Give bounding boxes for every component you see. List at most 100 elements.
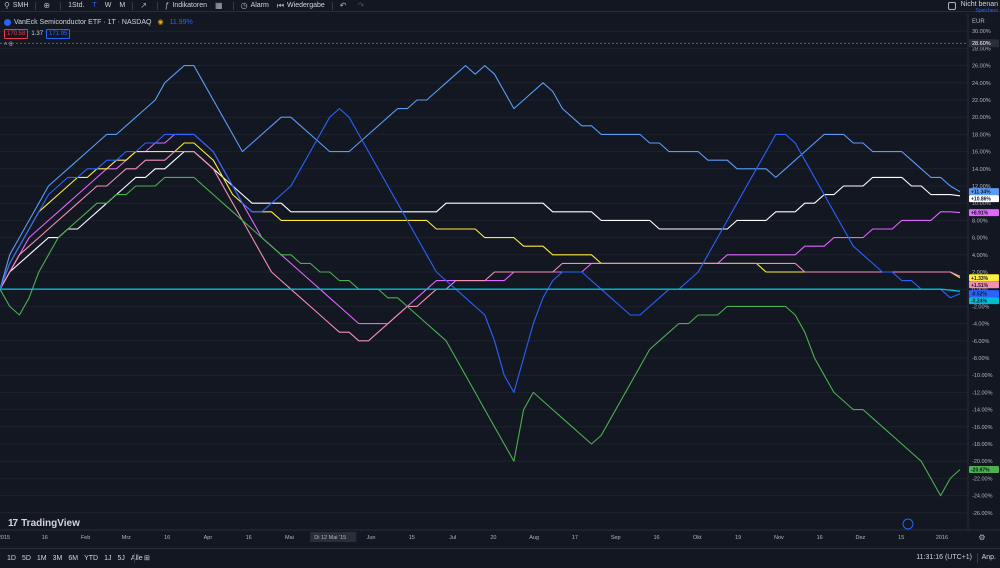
y-tick-label: -26.00% — [972, 511, 993, 517]
layout-icon[interactable] — [948, 2, 956, 10]
series-value-tag — [969, 290, 999, 298]
chart-type-button[interactable]: ↗ — [136, 0, 154, 12]
x-tick-label: 2015 — [0, 535, 10, 541]
range-button[interactable]: Alle — [130, 555, 143, 562]
series-value-label: +10.86% — [971, 197, 991, 203]
y-tick-label: 16.00% — [972, 150, 991, 156]
price-chart[interactable]: EUR 30.00% 28.00% 26.00% 24.00% 22.00% 20.00% 1… — [0, 14, 1000, 546]
y-tick-label: -24.00% — [972, 494, 993, 500]
interval-day[interactable]: T — [88, 0, 100, 12]
x-tick-label: Mrz — [122, 535, 131, 541]
indicator-toggle[interactable]: ˄ 8 — [4, 42, 193, 48]
date-range-icon[interactable]: ⊞ — [144, 555, 150, 562]
currency-label: EUR — [972, 19, 985, 25]
eye-icon[interactable]: ◉ — [157, 19, 164, 26]
indicators-label: Indikatoren — [172, 2, 208, 9]
settings-icon: ⚙ — [978, 533, 985, 542]
interval-month[interactable]: M — [115, 0, 129, 12]
x-tick-label: Jul — [449, 535, 456, 541]
interval-day-label: T — [92, 2, 97, 9]
x-tick-label: 19 — [735, 535, 741, 541]
y-tick-label: -2.00% — [972, 304, 990, 310]
x-tick-label: Nov — [774, 535, 784, 541]
range-button[interactable]: 1M — [36, 555, 47, 562]
x-tick-label: Jun — [367, 535, 376, 541]
range-button[interactable]: 1D — [7, 555, 16, 562]
interval-week[interactable]: W — [101, 0, 116, 12]
adjust-button[interactable]: Anp. — [981, 554, 996, 561]
x-tick-label: 16 — [817, 535, 823, 541]
chart-background — [0, 14, 1000, 546]
plus-circle-icon: ⊕ — [43, 0, 51, 10]
y-tick-label: -20.00% — [972, 459, 993, 465]
chart-legend: VanEck Semiconductor ETF · 1T · NASDAQ ◉… — [4, 18, 193, 48]
range-button[interactable]: 6M — [68, 555, 79, 562]
x-tick-label: Feb — [81, 535, 90, 541]
series-value-tag — [969, 466, 999, 474]
layout-name[interactable]: Nicht benan Speichern — [961, 1, 998, 15]
y-tick-label: -8.00% — [972, 356, 990, 362]
compare-button[interactable]: ⊕ — [39, 0, 57, 12]
x-tick-label: 16 — [164, 535, 170, 541]
y-tick-label: 10.00% — [972, 201, 991, 207]
chart-area[interactable]: EUR 30.00% 28.00% 26.00% 24.00% 22.00% 20.00% 1… — [0, 14, 1000, 546]
x-tick-label: 17 — [572, 535, 578, 541]
series-value-tag — [969, 209, 999, 217]
y-tick-label: 4.00% — [972, 253, 988, 259]
legend-title: VanEck Semiconductor ETF · 1T · NASDAQ — [14, 18, 152, 26]
y-tick-label: 22.00% — [972, 98, 991, 104]
divider — [977, 553, 978, 563]
range-button[interactable]: YTD — [84, 555, 99, 562]
y-tick-label: 2.00% — [972, 270, 988, 276]
indicator-count: 8 — [9, 42, 13, 48]
buy-price[interactable]: 171.95 — [46, 29, 71, 39]
interval-button[interactable]: 1Std. — [64, 0, 88, 12]
range-button[interactable]: 5J — [117, 555, 125, 562]
top-toolbar: ⚲ SMH ⊕ 1Std. T W M ↗ ƒ Indikatoren ▦ ◷ … — [0, 0, 1000, 15]
symbol-search[interactable]: ⚲ SMH — [0, 0, 32, 12]
sell-price[interactable]: 170.58 — [4, 29, 29, 39]
y-tick-label: 24.00% — [972, 81, 991, 87]
legend-change: 11.99% — [169, 18, 193, 26]
y-tick-label: 30.00% — [972, 29, 991, 35]
range-button[interactable]: 1J — [104, 555, 112, 562]
alert-button[interactable]: ◷ Alarm — [237, 0, 273, 12]
x-tick-label: Okt — [693, 535, 702, 541]
layout-button[interactable]: ▦ — [211, 0, 230, 12]
y-tick-label: 12.00% — [972, 184, 991, 190]
x-tick-label: Mai — [285, 535, 294, 541]
y-tick-label: 14.00% — [972, 167, 991, 173]
legend-title-row[interactable]: VanEck Semiconductor ETF · 1T · NASDAQ ◉… — [4, 18, 193, 26]
highlight-tag-bg — [969, 39, 999, 48]
redo-button[interactable]: ↷ — [354, 0, 372, 12]
y-tick-label: -22.00% — [972, 476, 993, 482]
divider — [60, 1, 62, 10]
interval-week-label: W — [104, 2, 112, 9]
indicators-icon: ƒ — [164, 0, 170, 10]
series-value-tag — [969, 195, 999, 203]
range-button[interactable]: 5D — [21, 555, 31, 562]
replay-button[interactable]: ⏮ Wiedergabe — [273, 0, 329, 12]
y-tick-label: 18.00% — [972, 132, 991, 138]
legend-prices: 170.58 1.37 171.95 — [4, 29, 193, 39]
series-value-label: +1.33% — [971, 276, 989, 282]
layout-save[interactable]: Speichern — [975, 8, 998, 14]
series-value-label: -0.24% — [971, 299, 987, 305]
y-tick-label: -4.00% — [972, 322, 990, 328]
y-tick-label: 20.00% — [972, 115, 991, 121]
divider — [35, 1, 37, 10]
undo-button[interactable]: ↶ — [336, 0, 354, 12]
highlight-tag-label: 28.60% — [972, 41, 991, 47]
x-tick-label: Apr — [204, 535, 213, 541]
divider — [331, 1, 333, 10]
series-line — [0, 142, 961, 290]
series-line — [0, 176, 961, 497]
chevron-up-icon: ˄ — [4, 42, 8, 48]
series-value-tag — [969, 188, 999, 196]
series-line — [0, 65, 961, 290]
range-button[interactable]: 3M — [52, 555, 63, 562]
series-value-label: -0.52% — [971, 292, 987, 298]
indicators-button[interactable]: ƒ Indikatoren — [161, 0, 211, 12]
clock[interactable]: 11:31:16 (UTC+1) — [916, 554, 972, 561]
divider — [156, 1, 158, 10]
